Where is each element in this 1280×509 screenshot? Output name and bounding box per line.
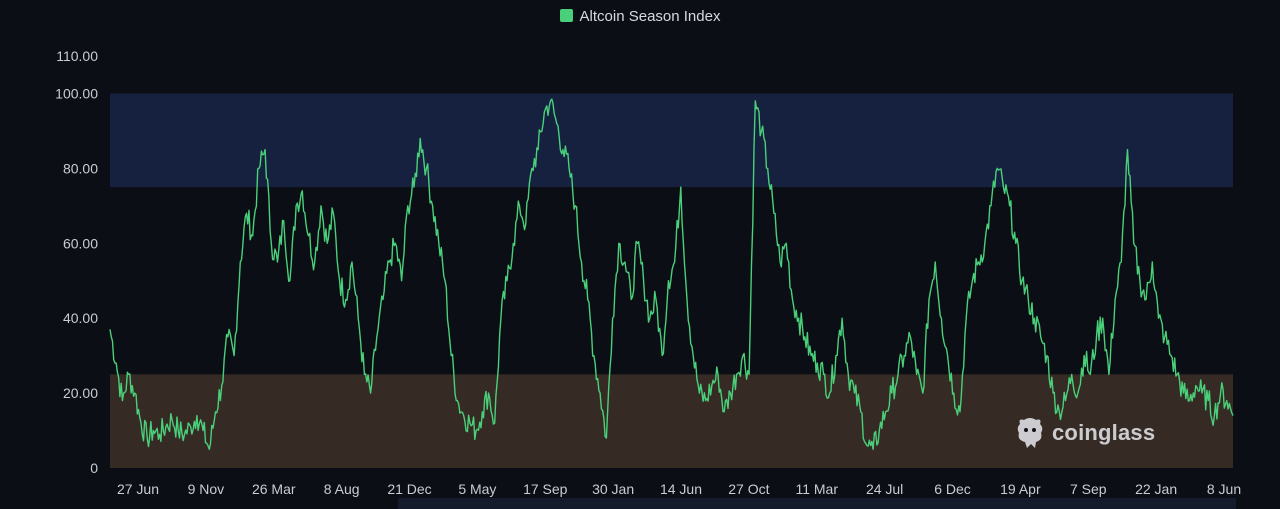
threshold-bands xyxy=(110,93,1233,468)
y-tick-label: 0 xyxy=(90,460,98,476)
band-0 xyxy=(110,93,1233,188)
y-tick-label: 110.00 xyxy=(56,48,98,64)
x-tick-label: 30 Jan xyxy=(592,481,634,497)
band-1 xyxy=(110,374,1233,468)
x-tick-label: 9 Nov xyxy=(188,481,225,497)
x-tick-label: 6 Dec xyxy=(934,481,971,497)
x-tick-label: 24 Jul xyxy=(866,481,903,497)
x-tick-label: 19 Apr xyxy=(1000,481,1041,497)
y-tick-label: 60.00 xyxy=(63,235,98,251)
watermark: coinglass xyxy=(1014,416,1155,450)
x-tick-label: 5 May xyxy=(458,481,496,497)
x-tick-label: 11 Mar xyxy=(795,481,838,497)
x-tick-label: 14 Jun xyxy=(660,481,702,497)
x-tick-label: 8 Jun xyxy=(1207,481,1241,497)
legend-swatch xyxy=(559,9,573,22)
x-tick-label: 26 Mar xyxy=(252,481,296,497)
coinglass-logo-icon xyxy=(1017,418,1043,448)
watermark-text: coinglass xyxy=(1052,420,1156,445)
y-tick-label: 40.00 xyxy=(63,310,98,326)
x-tick-label: 17 Sep xyxy=(523,481,568,497)
range-selector-strip[interactable] xyxy=(398,498,1236,509)
y-tick-label: 80.00 xyxy=(63,160,98,176)
x-tick-label: 21 Dec xyxy=(387,481,431,497)
x-tick-label: 27 Jun xyxy=(117,481,159,497)
y-tick-label: 100.00 xyxy=(55,85,98,101)
y-tick-label: 20.00 xyxy=(63,385,98,401)
x-tick-label: 27 Oct xyxy=(728,481,769,497)
x-tick-label: 7 Sep xyxy=(1070,481,1107,497)
series-line-altcoin-season-index xyxy=(109,98,1234,450)
y-axis-ticks: 0 20.00 40.00 60.00 80.00 100.00 110.00 xyxy=(55,48,98,476)
chart-legend[interactable]: Altcoin Season Index xyxy=(0,8,1280,25)
x-axis-ticks: 27 Jun 9 Nov 26 Mar 8 Aug 21 Dec 5 May 17 Sep 3… xyxy=(117,481,1241,497)
legend-label: Altcoin Season Index xyxy=(579,8,721,25)
x-tick-label: 8 Aug xyxy=(324,481,360,497)
x-tick-label: 22 Jan xyxy=(1135,481,1177,497)
